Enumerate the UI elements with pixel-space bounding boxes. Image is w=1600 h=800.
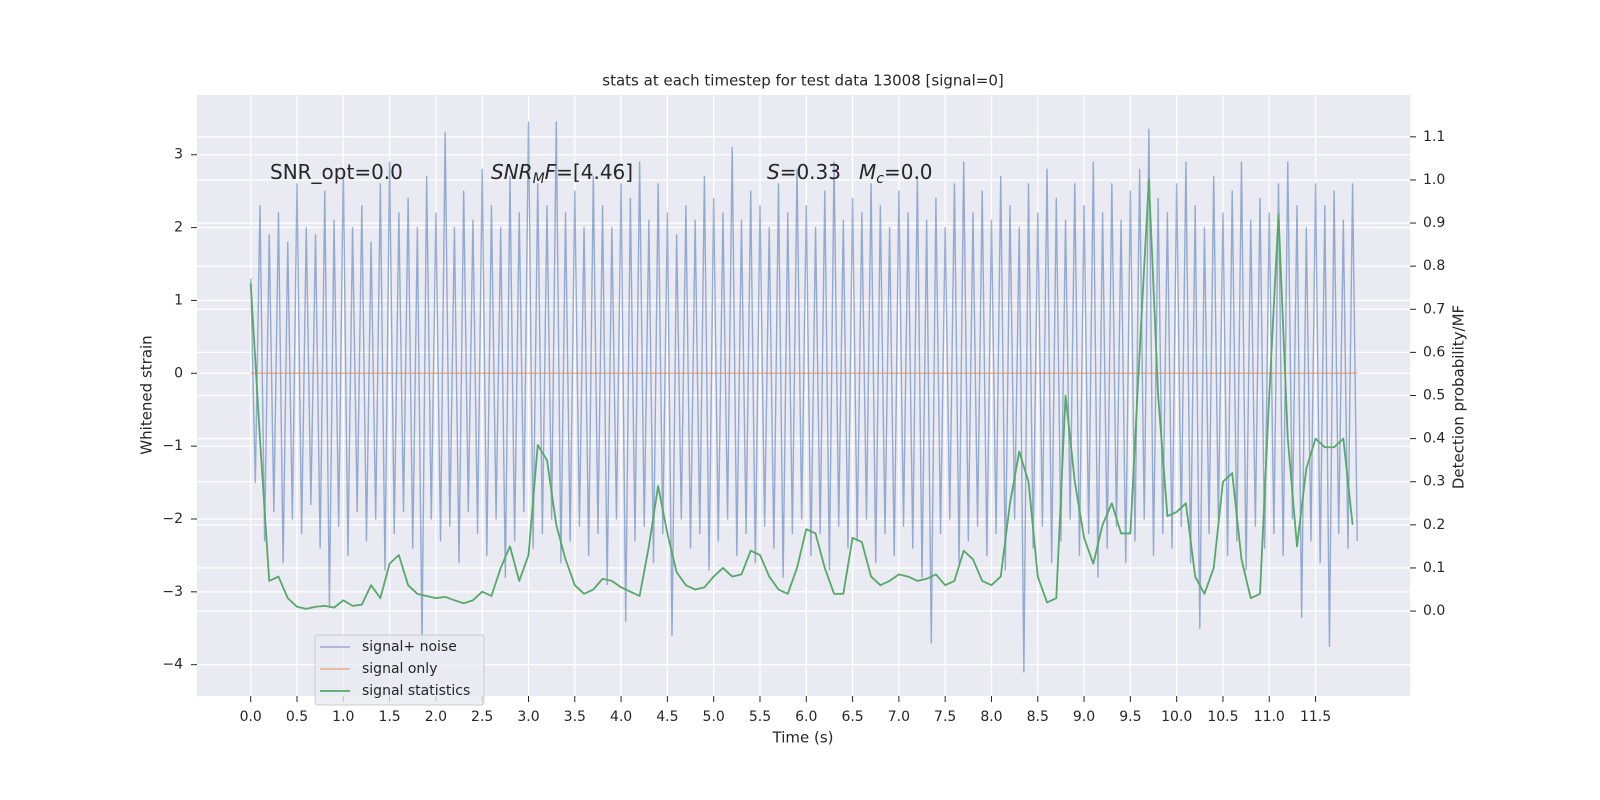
x-tick-label: 11.5 [1300, 709, 1331, 725]
annotation-part: c [876, 171, 884, 187]
y2-tick-label: 0.0 [1423, 603, 1445, 619]
annotation-part: S [767, 160, 780, 184]
y2-tick-label: 0.2 [1423, 517, 1445, 533]
annotation-part: M [859, 160, 876, 184]
y-tick-label: −1 [162, 438, 183, 454]
chart-title: stats at each timestep for test data 130… [602, 72, 1003, 90]
x-tick-label: 10.5 [1207, 709, 1238, 725]
x-tick-label: 0.5 [286, 709, 308, 725]
x-axis-label: Time (s) [772, 729, 834, 747]
y-tick-label: −3 [162, 584, 183, 600]
y2-tick-label: 1.0 [1423, 172, 1445, 188]
x-tick-label: 5.5 [749, 709, 771, 725]
legend-box [314, 634, 485, 706]
y2-tick-label: 0.1 [1423, 560, 1445, 576]
y2-tick-label: 0.5 [1423, 388, 1445, 404]
annotation-part: F [545, 160, 557, 184]
x-tick-label: 4.0 [610, 709, 632, 725]
series-line [249, 179, 1354, 610]
x-tick-label: 6.5 [841, 709, 863, 725]
y2-tick-label: 0.3 [1423, 474, 1445, 490]
annotation-part: SNR [491, 160, 533, 184]
x-tick-label: 7.0 [888, 709, 910, 725]
annotation: SNRMF=[4.46] [491, 160, 633, 188]
y2-tick-label: 1.1 [1423, 129, 1445, 145]
annotation-part: =[4.46] [556, 160, 633, 184]
y-tick-label: 2 [174, 220, 183, 236]
annotation-part: =0.33 [780, 160, 841, 184]
x-tick-label: 1.5 [378, 709, 400, 725]
series-line [250, 121, 1358, 673]
y2-tick-label: 0.9 [1423, 215, 1445, 231]
x-tick-label: 4.5 [656, 709, 678, 725]
y-tick-label: −4 [162, 657, 183, 673]
y-tick-label: 3 [174, 147, 183, 163]
annotation-part: SNR_opt=0.0 [270, 160, 403, 184]
annotation: Mc=0.0 [859, 160, 933, 188]
y2-tick-label: 0.7 [1423, 301, 1445, 317]
x-tick-label: 3.0 [517, 709, 539, 725]
legend-label: signal only [362, 661, 437, 677]
x-tick-label: 8.5 [1027, 709, 1049, 725]
y2-tick-label: 0.8 [1423, 258, 1445, 274]
y2-tick-label: 0.4 [1423, 431, 1445, 447]
x-tick-label: 3.5 [564, 709, 586, 725]
annotation: SNR_opt=0.0 [270, 160, 403, 184]
annotation-part: =0.0 [884, 160, 933, 184]
x-tick-label: 0.0 [240, 709, 262, 725]
x-tick-label: 11.0 [1254, 709, 1285, 725]
x-tick-label: 6.0 [795, 709, 817, 725]
x-tick-label: 5.0 [703, 709, 725, 725]
legend-label: signal statistics [362, 683, 470, 699]
x-tick-label: 2.0 [425, 709, 447, 725]
y-tick-label: 0 [174, 365, 183, 381]
legend-label: signal+ noise [362, 639, 457, 655]
y-tick-label: −2 [162, 511, 183, 527]
y-tick-label: 1 [174, 292, 183, 308]
x-tick-label: 9.5 [1119, 709, 1141, 725]
x-tick-label: 8.0 [980, 709, 1002, 725]
x-tick-label: 2.5 [471, 709, 493, 725]
y-axis-label: Whitened strain [138, 335, 156, 454]
x-tick-label: 10.0 [1161, 709, 1192, 725]
annotation-part: M [533, 171, 545, 187]
x-tick-label: 9.0 [1073, 709, 1095, 725]
y2-axis-label: Detection probability/MF [1450, 305, 1468, 489]
x-tick-label: 1.0 [332, 709, 354, 725]
annotation: S=0.33 [767, 160, 841, 184]
x-tick-label: 7.5 [934, 709, 956, 725]
y2-tick-label: 0.6 [1423, 344, 1445, 360]
